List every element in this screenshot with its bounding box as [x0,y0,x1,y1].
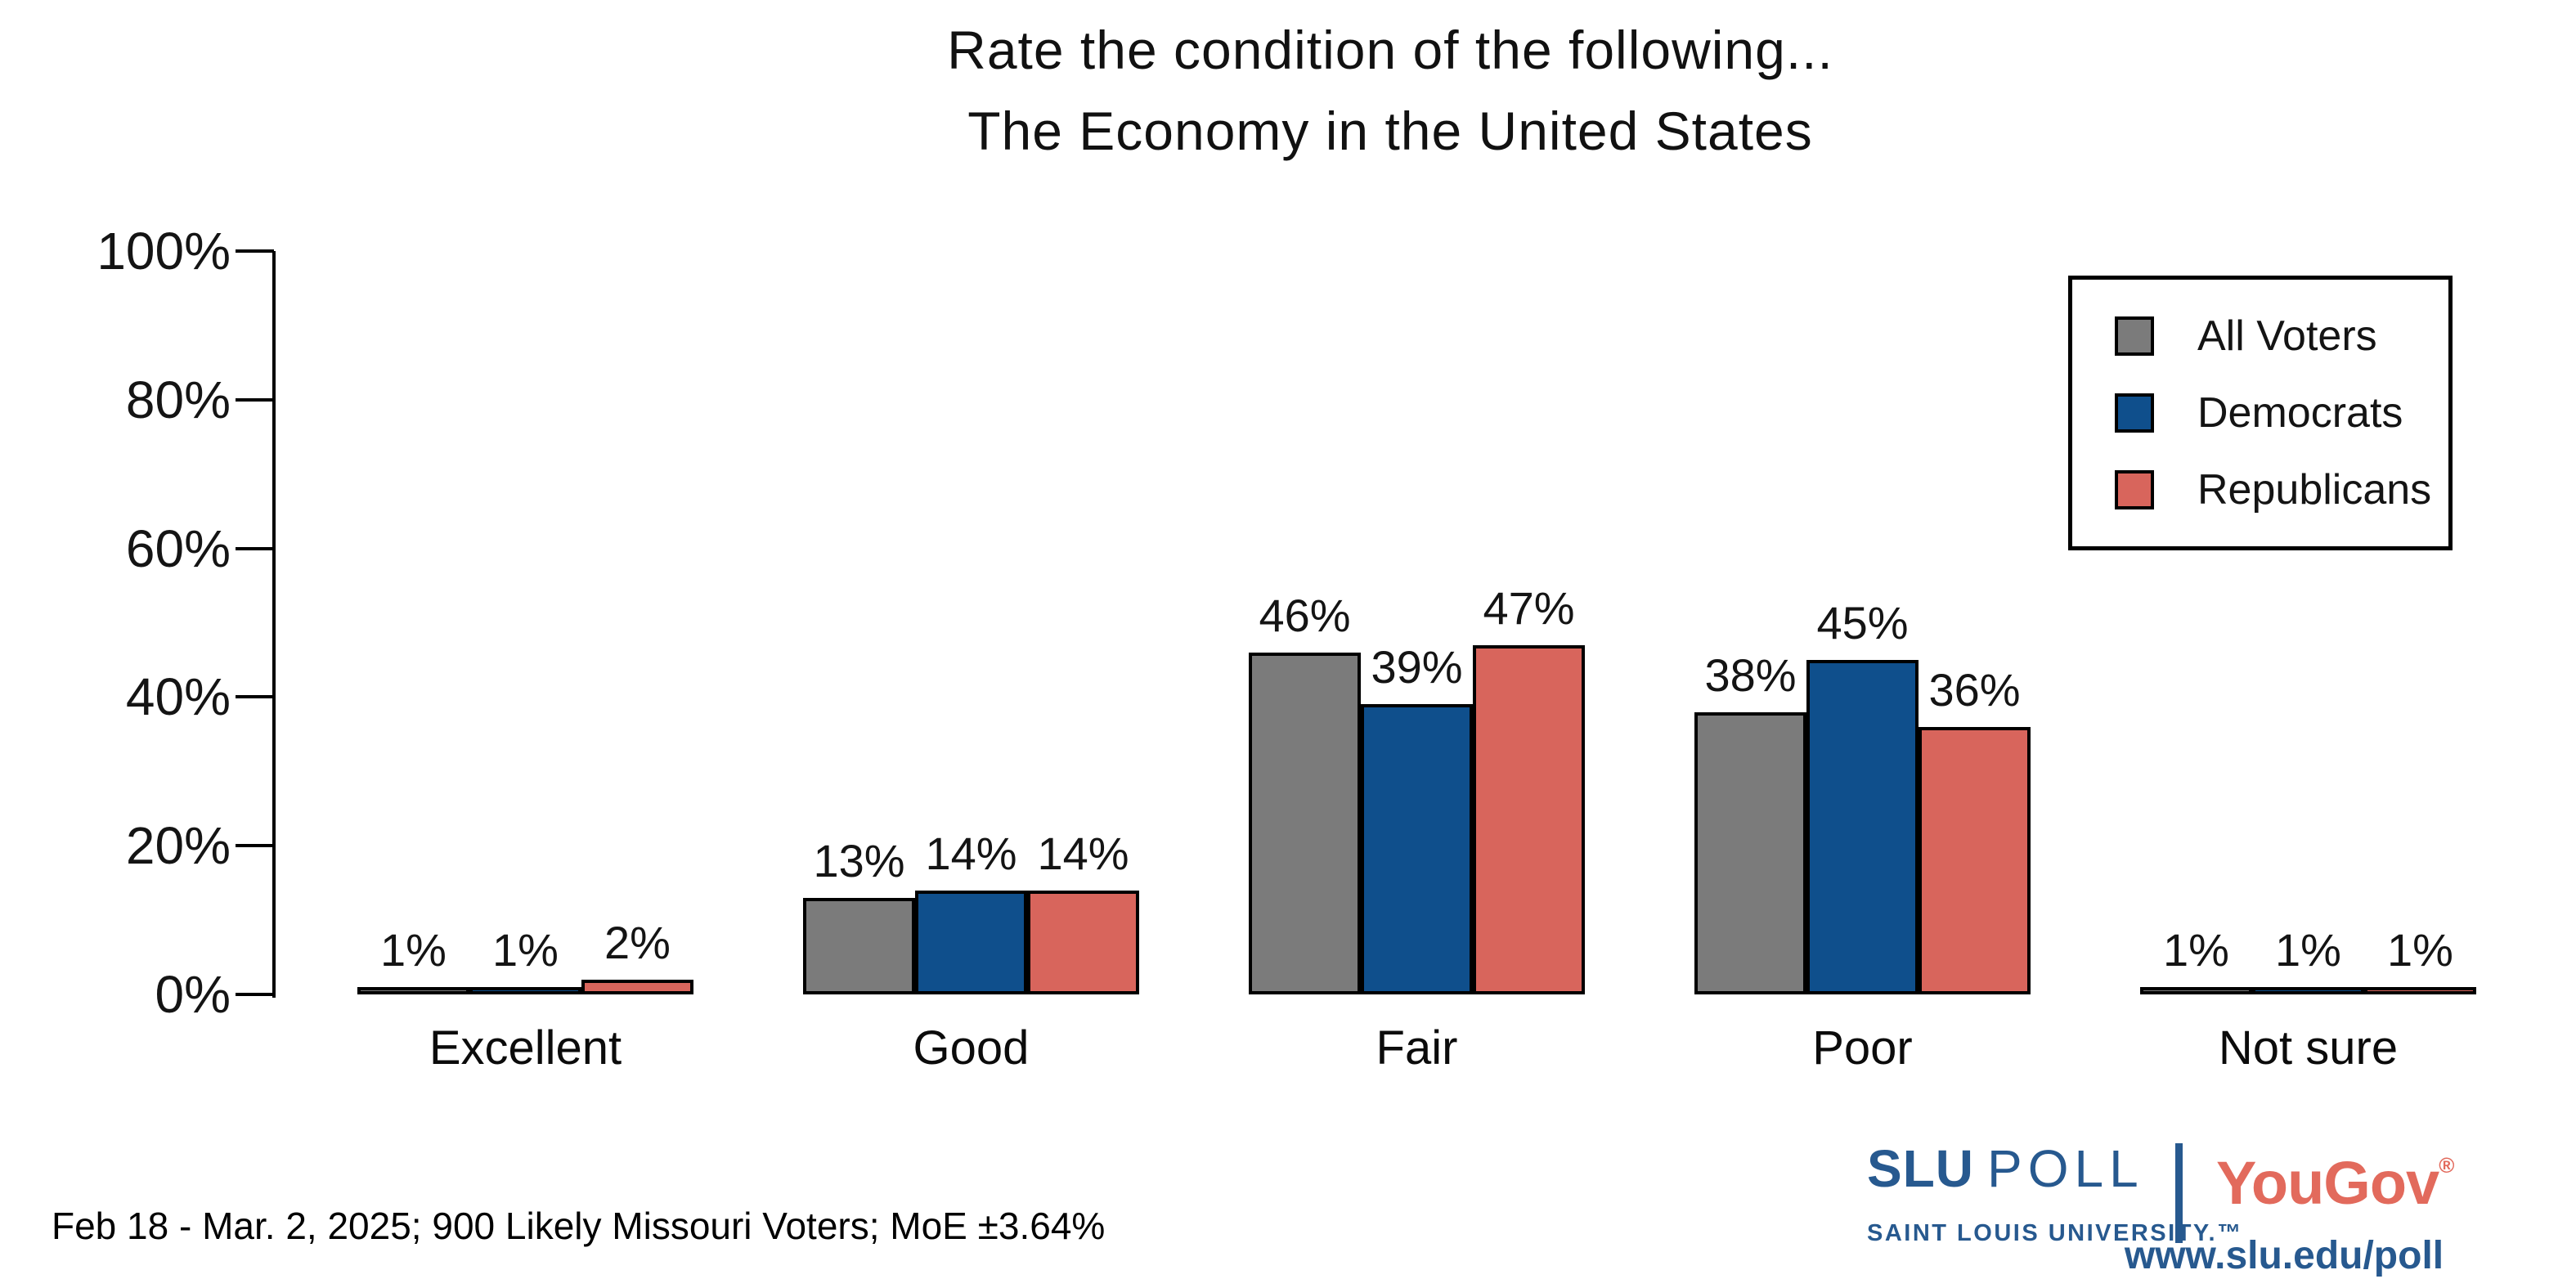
bar-value-label: 47% [1483,582,1575,634]
bar-value-label: 14% [925,828,1017,879]
logo-separator-bar [2175,1143,2183,1243]
y-tick-mark [236,844,274,847]
bar-value-label: 14% [1037,828,1129,879]
y-tick-mark [236,993,274,996]
bar-democrats-not-sure [2252,987,2364,994]
bar-value-label: 45% [1816,597,1909,648]
y-tick-mark [236,398,274,402]
legend-swatch-republicans [2115,470,2154,509]
bar-democrats-excellent [469,987,581,994]
y-tick-label: 100% [96,222,231,280]
bar-value-label: 38% [1704,649,1797,701]
x-category-label: Fair [1376,1021,1458,1075]
legend-swatch-democrats [2115,393,2154,433]
slu-poll-wordmark: SLU POLL [1867,1142,2243,1210]
bar-all-voters-excellent [357,987,469,994]
y-tick-mark [236,695,274,698]
bar-value-label: 1% [2163,924,2229,976]
y-tick-mark [236,547,274,550]
registered-trademark-icon: ® [2439,1153,2454,1178]
bar-republicans-excellent [581,980,693,994]
bar-all-voters-poor [1694,712,1806,994]
bar-value-label: 2% [604,917,671,968]
poll-wordmark-light: POLL [1987,1139,2144,1198]
y-tick-label: 80% [125,370,231,429]
x-category-label: Good [913,1021,1030,1075]
chart-title-line2: The Economy in the United States [967,101,1813,161]
y-tick-label: 60% [125,519,231,578]
bar-democrats-poor [1806,660,1919,994]
bar-value-label: 1% [2387,924,2453,976]
bar-republicans-not-sure [2364,987,2476,994]
slu-poll-url: www.slu.edu/poll [2124,1234,2444,1277]
slu-poll-logo: SLU POLL SAINT LOUIS UNIVERSITY.™ [1867,1142,2243,1247]
bar-value-label: 39% [1371,641,1463,693]
y-tick-mark [236,249,274,253]
bar-all-voters-not-sure [2140,987,2252,994]
yougov-logo: YouGov® [2216,1148,2454,1218]
chart-title-line1: Rate the condition of the following... [947,20,1833,80]
legend-swatch-all-voters [2115,316,2154,356]
legend-label: Democrats [2197,389,2403,437]
bar-value-label: 1% [380,924,447,976]
legend-label: All Voters [2197,312,2377,360]
legend-label: Republicans [2197,466,2432,514]
bar-value-label: 46% [1259,590,1351,641]
x-category-label: Excellent [429,1021,622,1075]
legend-item-republicans: Republicans [2115,465,2448,514]
chart-title: Rate the condition of the following... T… [245,10,2535,172]
bar-value-label: 13% [813,835,905,886]
bar-value-label: 36% [1928,664,2021,716]
bar-value-label: 1% [492,924,559,976]
bar-republicans-fair [1473,645,1585,994]
bar-republicans-good [1027,891,1139,994]
y-tick-label: 20% [125,816,231,875]
yougov-wordmark: YouGov [2216,1149,2439,1217]
bar-republicans-poor [1919,727,2031,994]
x-category-label: Not sure [2218,1021,2399,1075]
bar-democrats-fair [1361,704,1473,994]
y-axis-line [272,251,276,998]
legend: All Voters Democrats Republicans [2068,276,2453,550]
y-tick-label: 0% [155,965,231,1024]
legend-item-democrats: Democrats [2115,388,2448,438]
legend-item-all-voters: All Voters [2115,312,2448,361]
footnote: Feb 18 - Mar. 2, 2025; 900 Likely Missou… [52,1205,1106,1247]
bar-all-voters-fair [1249,653,1361,994]
bar-democrats-good [915,891,1027,994]
slu-wordmark-bold: SLU [1867,1139,1974,1198]
bar-all-voters-good [803,898,915,994]
bar-value-label: 1% [2275,924,2341,976]
y-tick-label: 40% [125,667,231,726]
x-category-label: Poor [1812,1021,1913,1075]
